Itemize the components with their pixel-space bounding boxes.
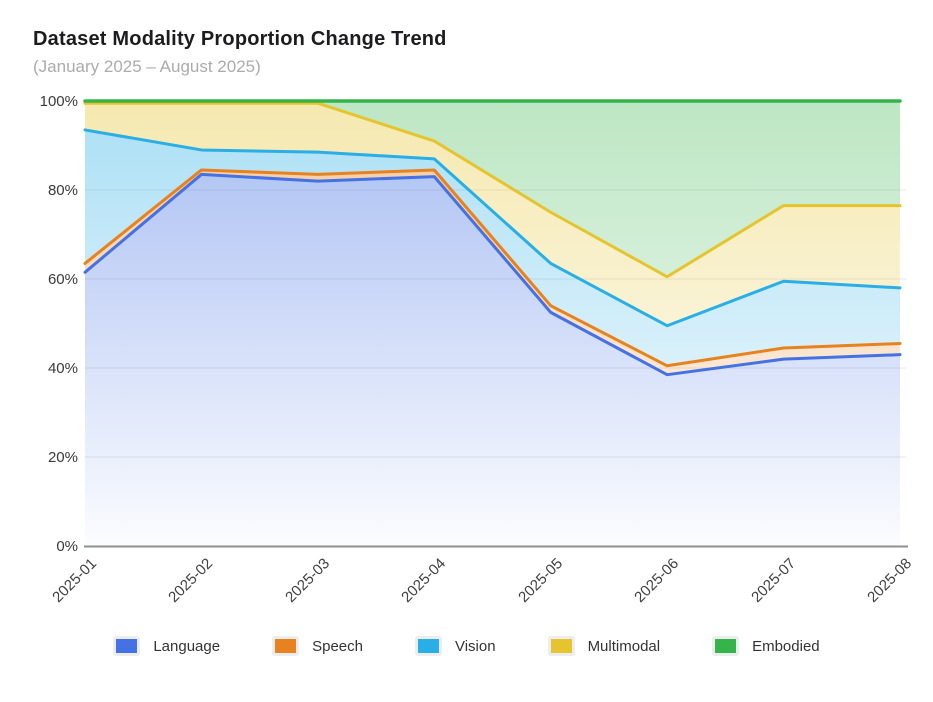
legend-swatch-speech: [272, 636, 300, 656]
line-vision: [83, 128, 902, 328]
legend-swatch-embodied: [712, 636, 740, 656]
legend-label: Speech: [312, 637, 363, 655]
legend-label: Language: [153, 637, 221, 655]
legend-swatch-language: [113, 636, 141, 656]
y-axis-label: 80%: [47, 182, 78, 199]
line-multimodal: [83, 101, 902, 279]
area-speech: [85, 169, 900, 375]
legend-item-embodied[interactable]: Embodied: [712, 636, 820, 656]
chart-canvas: [83, 99, 908, 548]
y-axis-label: 0%: [56, 538, 78, 555]
legend-swatch-multimodal: [547, 636, 575, 656]
legend-label: Multimodal: [587, 637, 661, 655]
legend: Language Speech Vision Multimodal Embodied: [0, 636, 933, 656]
legend-item-speech[interactable]: Speech: [272, 636, 363, 656]
y-axis-label: 20%: [47, 449, 78, 466]
legend-swatch-vision: [414, 636, 442, 656]
legend-item-multimodal[interactable]: Multimodal: [547, 636, 661, 656]
y-axis-label: 60%: [47, 271, 78, 288]
line-language: [83, 172, 902, 377]
area-vision: [85, 129, 900, 366]
area-multimodal: [85, 103, 900, 326]
legend-label: Embodied: [752, 637, 820, 655]
y-axis-label: 40%: [47, 360, 78, 377]
stacked-area-chart: [83, 99, 908, 548]
legend-item-language[interactable]: Language: [113, 636, 220, 656]
legend-label: Vision: [454, 637, 496, 655]
chart-subtitle: (January 2025 – August 2025): [33, 57, 261, 76]
chart-title: Dataset Modality Proportion Change Trend: [33, 28, 447, 50]
legend-item-vision[interactable]: Vision: [414, 636, 496, 656]
area-language: [85, 174, 900, 547]
y-axis-label: 100%: [39, 93, 78, 110]
line-speech: [83, 168, 902, 368]
area-embodied: [85, 101, 900, 277]
